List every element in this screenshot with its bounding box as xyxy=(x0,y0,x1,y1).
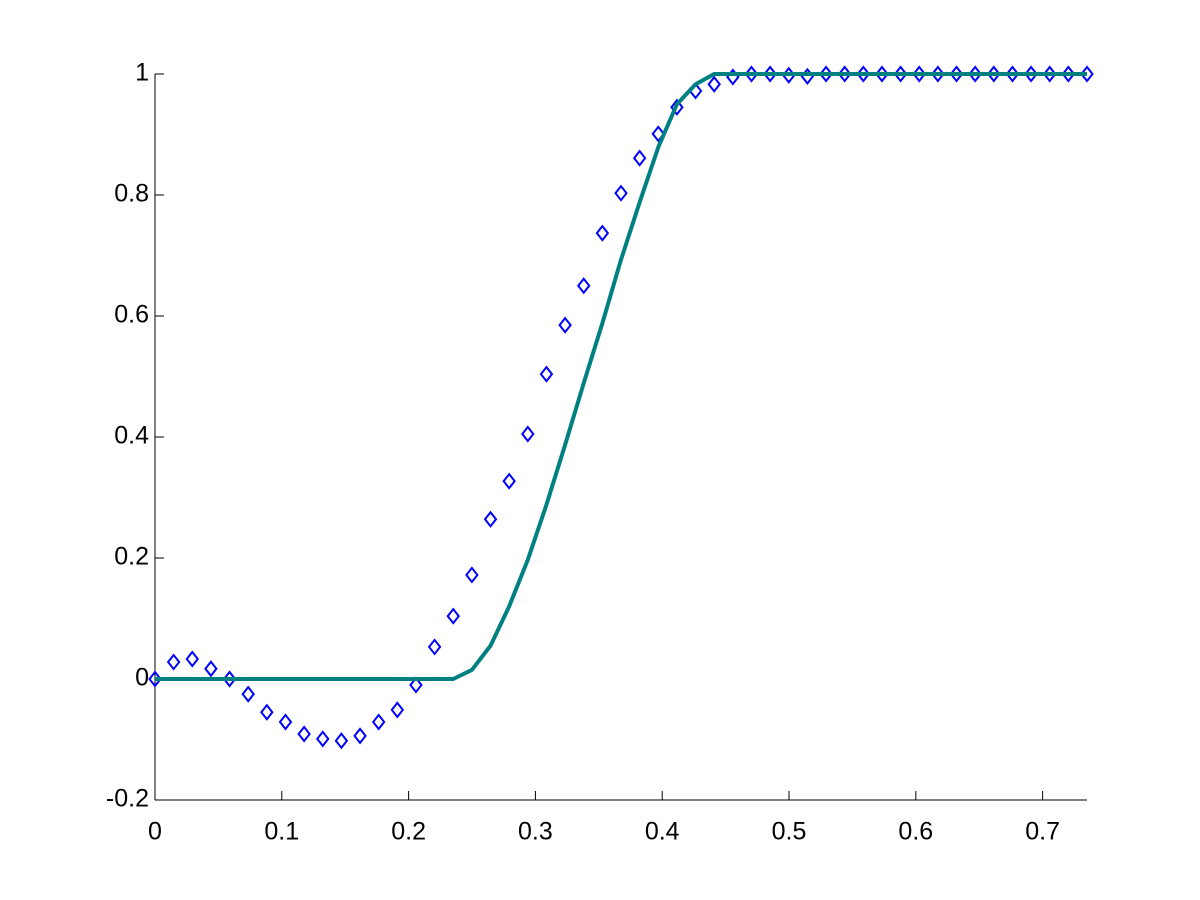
y-tick-label: -0.2 xyxy=(106,785,149,813)
y-tick-label: 0 xyxy=(135,664,149,692)
diamond-marker xyxy=(707,75,721,93)
diamond-marker xyxy=(427,638,442,656)
diamond-marker xyxy=(315,730,330,748)
diamond-marker xyxy=(893,65,908,83)
diamond-marker xyxy=(875,65,889,83)
diamond-marker xyxy=(502,472,516,490)
diamond-marker xyxy=(576,277,591,295)
diamond-marker xyxy=(204,660,218,678)
diamond-marker xyxy=(670,98,684,116)
diamond-marker xyxy=(241,685,255,703)
diamond-marker xyxy=(763,65,777,83)
diamond-marker xyxy=(539,365,554,383)
y-tick-label: 0.6 xyxy=(114,301,149,329)
diamond-marker xyxy=(371,713,386,731)
diamond-marker xyxy=(446,607,461,625)
diamond-marker xyxy=(278,713,293,731)
y-tick-label: 0.4 xyxy=(114,422,149,450)
diamond-marker xyxy=(651,125,666,143)
diamond-marker xyxy=(931,65,945,83)
diamond-marker xyxy=(744,65,759,83)
x-tick-label: 0.1 xyxy=(264,818,299,846)
diamond-marker xyxy=(632,149,647,167)
series-line xyxy=(155,72,1087,681)
x-tick-label: 0.5 xyxy=(772,818,807,846)
diamond-marker xyxy=(483,510,498,528)
diamond-marker xyxy=(353,727,367,745)
x-tick-label: 0.6 xyxy=(898,818,933,846)
diamond-marker xyxy=(968,65,982,83)
diamond-marker xyxy=(595,224,610,242)
diamond-marker xyxy=(1080,65,1094,83)
y-tick-label: 0.2 xyxy=(114,543,149,571)
diamond-marker xyxy=(1042,65,1057,83)
diamond-marker xyxy=(148,670,162,688)
diamond-marker xyxy=(819,65,833,83)
diamond-marker xyxy=(409,676,423,694)
diamond-marker xyxy=(837,65,852,83)
y-tick-label: 0.8 xyxy=(114,180,149,208)
diamond-marker xyxy=(390,701,405,719)
diamond-marker xyxy=(222,670,237,688)
x-tick-label: 0.4 xyxy=(645,818,680,846)
diamond-marker xyxy=(185,650,200,668)
diamond-marker xyxy=(166,653,181,671)
diamond-marker xyxy=(297,725,311,743)
diamond-marker xyxy=(1061,65,1076,83)
x-tick-label: 0 xyxy=(148,818,162,846)
diamond-marker xyxy=(558,316,572,334)
diamond-marker xyxy=(856,65,871,83)
x-tick-label: 0.2 xyxy=(391,818,426,846)
y-tick-label: 1 xyxy=(135,59,149,87)
diamond-marker xyxy=(260,703,274,721)
diamond-marker xyxy=(987,65,1001,83)
diamond-marker xyxy=(912,65,927,83)
diamond-marker xyxy=(334,732,349,750)
diamond-marker xyxy=(521,425,535,443)
diamond-marker xyxy=(614,184,628,202)
diamond-marker xyxy=(800,67,815,86)
diamond-marker xyxy=(1005,65,1020,83)
diamond-marker xyxy=(949,65,964,83)
x-tick-label: 0.3 xyxy=(518,818,553,846)
x-tick-label: 0.7 xyxy=(1025,818,1060,846)
diamond-marker xyxy=(465,566,479,584)
diamond-marker xyxy=(1024,65,1038,83)
